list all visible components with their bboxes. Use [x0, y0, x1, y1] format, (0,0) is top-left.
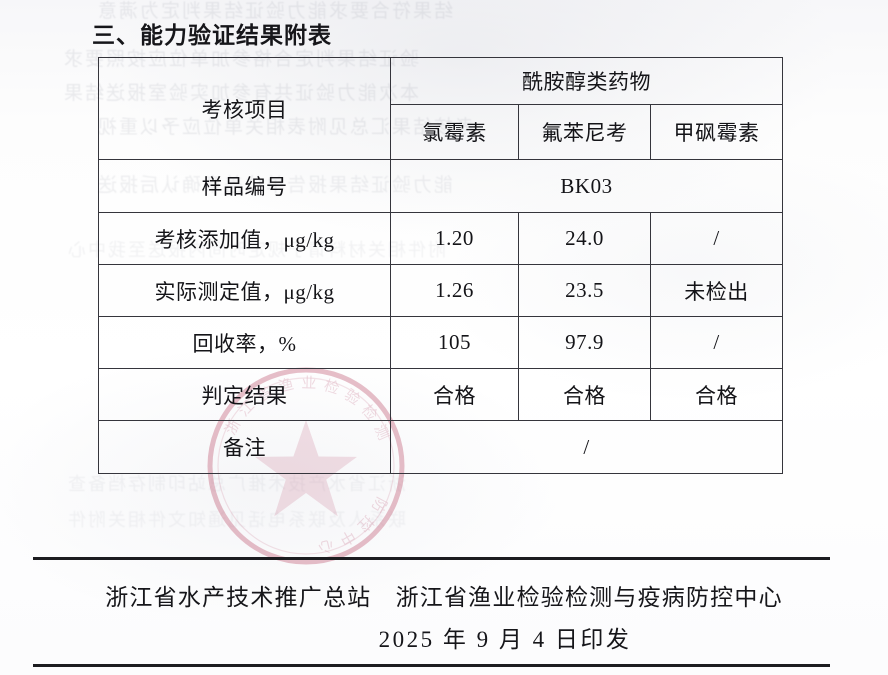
table-row: 样品编号 BK03	[98, 159, 784, 213]
row-label-sample-id: 样品编号	[98, 159, 391, 213]
header-cell-analyte-2: 氟苯尼考	[518, 104, 651, 160]
cell-measured-florfenicol: 23.5	[518, 264, 651, 317]
footer-issue-date: 2025 年 9 月 4 日印发	[378, 627, 632, 652]
svg-text:控: 控	[354, 512, 377, 535]
header-cell-stub: 考核项目	[98, 57, 391, 160]
cell-recovery-florfenicol: 97.9	[518, 316, 651, 369]
cell-judgement-chloramphenicol: 合格	[390, 368, 519, 421]
cell-measured-chloramphenicol: 1.26	[390, 264, 519, 317]
svg-text:防: 防	[368, 494, 390, 515]
capability-verification-results-table: 考核项目 酰胺醇类药物 氯霉素 氟苯尼考 甲砜霉素 样品编号 BK03 考核添加…	[98, 57, 784, 474]
section-title: 三、能力验证结果附表	[92, 22, 332, 48]
results-table-container: 考核项目 酰胺醇类药物 氯霉素 氟苯尼考 甲砜霉素 样品编号 BK03 考核添加…	[98, 57, 784, 474]
header-cell-analyte-1: 氯霉素	[390, 104, 519, 160]
header-cell-analyte-3: 甲砜霉素	[649, 104, 784, 160]
cell-spiked-thiamphenicol: /	[649, 212, 784, 265]
row-label-measured-value: 实际测定值，μg/kg	[98, 264, 391, 317]
row-label-spiked-value: 考核添加值，μg/kg	[98, 212, 391, 265]
bleedthrough-line: 联系人及联系电话见通知文件相关附件	[66, 510, 406, 530]
row-label-judgement: 判定结果	[98, 368, 391, 421]
cell-recovery-chloramphenicol: 105	[390, 316, 519, 369]
cell-measured-thiamphenicol: 未检出	[649, 264, 784, 317]
cell-judgement-florfenicol: 合格	[518, 368, 651, 421]
table-row: 备注 /	[98, 420, 784, 474]
cell-spiked-chloramphenicol: 1.20	[390, 212, 519, 265]
svg-text:心: 心	[317, 536, 336, 556]
cell-spiked-florfenicol: 24.0	[518, 212, 651, 265]
row-label-recovery-rate: 回收率，%	[98, 316, 391, 369]
row-label-remarks: 备注	[98, 420, 391, 474]
cell-remarks-value: /	[389, 420, 784, 474]
header-cell-drug-group: 酰胺醇类药物	[389, 57, 784, 105]
footer-rule-bottom	[33, 664, 830, 667]
table-row: 实际测定值，μg/kg 1.26 23.5 未检出	[98, 264, 784, 317]
table-row: 回收率，% 105 97.9 /	[98, 316, 784, 369]
table-row: 判定结果 合格 合格 合格	[98, 368, 784, 421]
table-header-row-group: 考核项目 酰胺醇类药物	[98, 57, 784, 160]
table-header-row-analytes: 氯霉素 氟苯尼考 甲砜霉素	[99, 104, 784, 160]
cell-judgement-thiamphenicol: 合格	[649, 368, 784, 421]
footer-issuing-organizations: 浙江省水产技术推广总站 浙江省渔业检验检测与疫病防控中心	[105, 585, 783, 610]
svg-text:中: 中	[336, 526, 358, 548]
cell-sample-id-value: BK03	[389, 159, 784, 213]
footer-rule-top	[33, 557, 830, 560]
cell-recovery-thiamphenicol: /	[649, 316, 784, 369]
table-row: 考核添加值，μg/kg 1.20 24.0 /	[98, 212, 784, 265]
